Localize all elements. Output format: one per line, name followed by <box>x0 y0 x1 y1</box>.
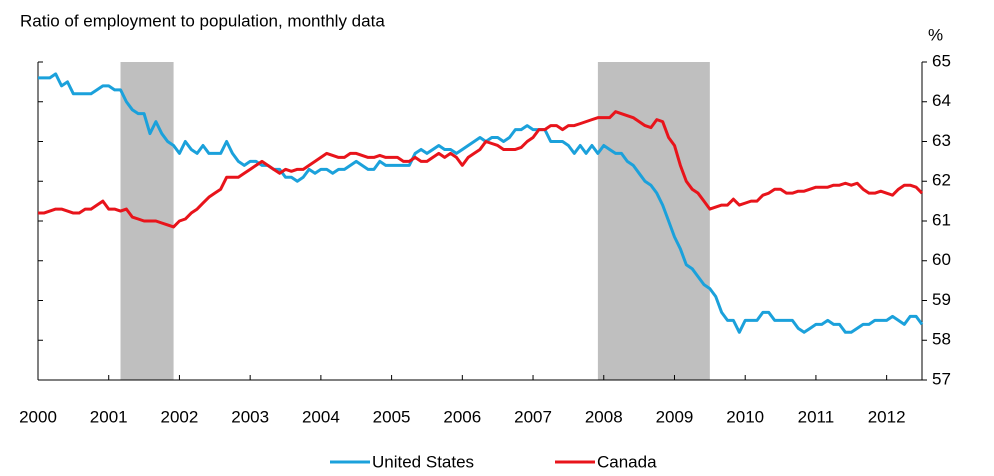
x-tick-label: 2009 <box>656 407 694 426</box>
x-tick-label: 2000 <box>19 407 57 426</box>
y-tick-label: 59 <box>932 290 951 309</box>
x-tick-label: 2001 <box>90 407 128 426</box>
y-tick-label: 65 <box>932 51 951 70</box>
x-tick-label: 2010 <box>726 407 764 426</box>
x-tick-label: 2006 <box>443 407 481 426</box>
x-tick-label: 2003 <box>231 407 269 426</box>
y-axis-label: % <box>928 25 943 44</box>
line-series <box>38 110 924 229</box>
legend-label: United States <box>372 452 474 471</box>
x-tick-label: 2012 <box>868 407 906 426</box>
y-tick-label: 63 <box>932 131 951 150</box>
y-tick-label: 61 <box>932 210 951 229</box>
legend-label: Canada <box>597 452 657 471</box>
chart-title: Ratio of employment to population, month… <box>20 11 385 30</box>
x-tick-label: 2007 <box>514 407 552 426</box>
x-tick-label: 2002 <box>161 407 199 426</box>
y-tick-label: 60 <box>932 250 951 269</box>
y-tick-label: 58 <box>932 330 951 349</box>
y-tick-label: 64 <box>932 91 951 110</box>
line-series <box>38 72 924 334</box>
x-tick-label: 2005 <box>373 407 411 426</box>
recession-shade <box>597 62 710 380</box>
x-tick-label: 2011 <box>798 407 835 426</box>
x-tick-label: 2008 <box>585 407 623 426</box>
x-tick-label: 2004 <box>302 407 340 426</box>
y-tick-label: 57 <box>932 369 951 388</box>
y-tick-label: 62 <box>932 171 951 190</box>
